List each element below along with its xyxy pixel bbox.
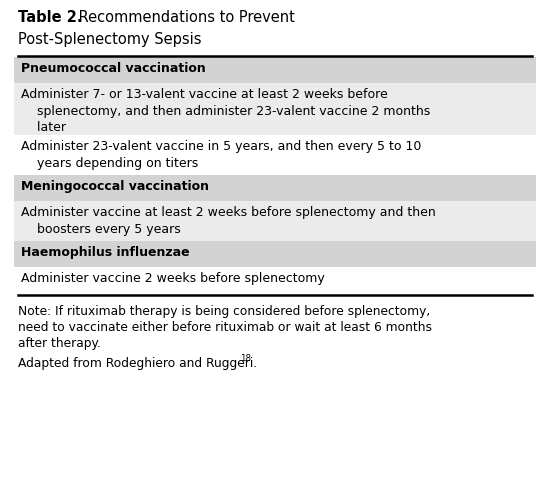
Bar — [14, 267, 536, 293]
Bar — [14, 201, 536, 241]
Text: Administer 7- or 13-valent vaccine at least 2 weeks before
    splenectomy, and : Administer 7- or 13-valent vaccine at le… — [21, 88, 430, 134]
Bar — [14, 57, 536, 83]
Text: Adapted from Rodeghiero and Ruggeri.: Adapted from Rodeghiero and Ruggeri. — [18, 357, 257, 370]
Text: Post-Splenectomy Sepsis: Post-Splenectomy Sepsis — [18, 32, 201, 47]
Text: Table 2.: Table 2. — [18, 10, 82, 25]
Text: after therapy.: after therapy. — [18, 337, 101, 350]
Bar — [14, 135, 536, 175]
Text: Note: If rituximab therapy is being considered before splenectomy,: Note: If rituximab therapy is being cons… — [18, 305, 430, 318]
Bar — [14, 241, 536, 267]
Text: need to vaccinate either before rituximab or wait at least 6 months: need to vaccinate either before rituxima… — [18, 321, 432, 334]
Text: Administer vaccine at least 2 weeks before splenectomy and then
    boosters eve: Administer vaccine at least 2 weeks befo… — [21, 206, 436, 236]
Text: Haemophilus influenzae: Haemophilus influenzae — [21, 246, 190, 259]
Text: Recommendations to Prevent: Recommendations to Prevent — [74, 10, 295, 25]
Text: Administer 23-valent vaccine in 5 years, and then every 5 to 10
    years depend: Administer 23-valent vaccine in 5 years,… — [21, 140, 421, 170]
Text: Meningococcal vaccination: Meningococcal vaccination — [21, 180, 209, 193]
Text: Administer vaccine 2 weeks before splenectomy: Administer vaccine 2 weeks before splene… — [21, 272, 324, 285]
Bar — [14, 83, 536, 135]
Bar — [14, 175, 536, 201]
Text: Pneumococcal vaccination: Pneumococcal vaccination — [21, 62, 206, 75]
Text: 18: 18 — [240, 354, 251, 363]
